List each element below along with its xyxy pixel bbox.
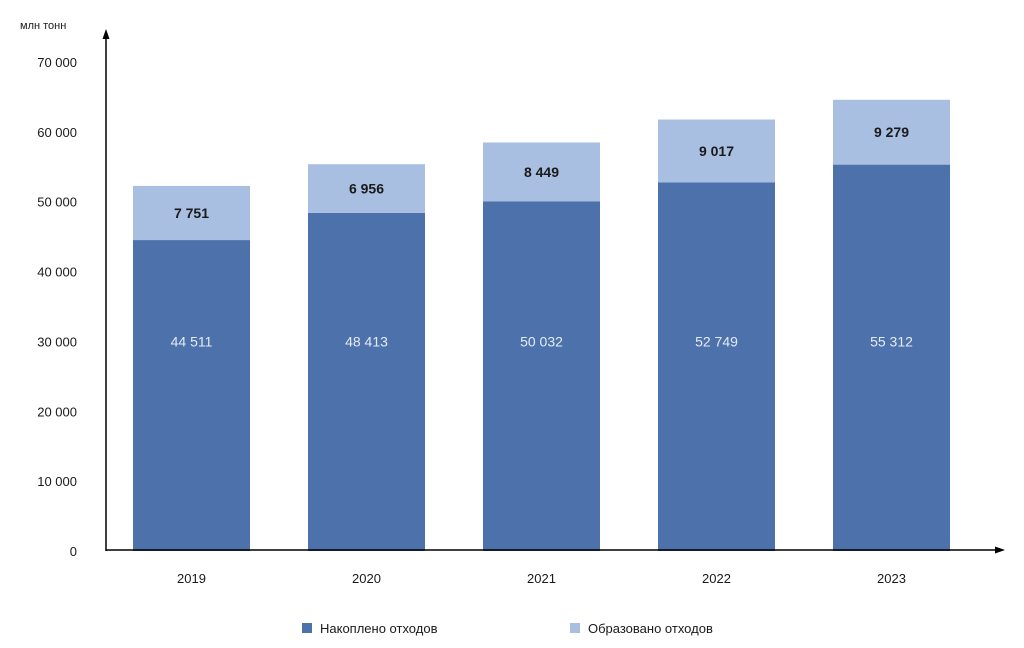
- legend: Накоплено отходов Образовано отходов: [302, 621, 713, 636]
- value-labels-layer: 44 511 7 751 48 413 6 956 50 032 8 449 52 749 9…: [171, 124, 914, 349]
- y-tick-label: 60 000: [37, 125, 77, 140]
- x-tick-label: 2019: [177, 571, 206, 586]
- legend-swatch-accumulated: [302, 623, 312, 633]
- value-label-accumulated: 55 312: [870, 333, 913, 349]
- value-label-generated: 8 449: [524, 164, 559, 180]
- value-label-generated: 7 751: [174, 205, 209, 221]
- x-tick-label: 2020: [352, 571, 381, 586]
- y-tick-label: 50 000: [37, 195, 77, 210]
- y-tick-label: 30 000: [37, 334, 77, 349]
- bar-generated: [658, 119, 775, 183]
- y-tick-label: 20 000: [37, 404, 77, 419]
- y-tick-label: 70 000: [37, 55, 77, 70]
- bars-layer: [133, 99, 950, 552]
- value-label-accumulated: 48 413: [345, 333, 388, 349]
- value-label-generated: 9 017: [699, 143, 734, 159]
- bar-generated: [483, 142, 600, 202]
- x-tick-label: 2022: [702, 571, 731, 586]
- x-axis-ticks: 2019 2020 2021 2022 2023: [177, 571, 906, 586]
- value-label-generated: 9 279: [874, 124, 909, 140]
- value-label-accumulated: 52 749: [695, 333, 738, 349]
- axes: млн тонн: [20, 20, 1005, 554]
- y-tick-label: 0: [70, 544, 77, 559]
- bar-generated: [133, 185, 250, 241]
- y-axis-ticks: 0 10 000 20 000 30 000 40 000 50 000 60 000 70 …: [37, 55, 77, 559]
- value-label-accumulated: 44 511: [171, 333, 213, 349]
- bar-accumulated: [483, 201, 600, 552]
- bar-accumulated: [308, 212, 425, 552]
- bar-generated: [308, 164, 425, 213]
- x-axis-arrow: [995, 546, 1005, 554]
- x-tick-label: 2021: [527, 571, 556, 586]
- y-tick-label: 10 000: [37, 474, 77, 489]
- legend-label-generated: Образовано отходов: [588, 621, 713, 636]
- y-unit-label: млн тонн: [20, 20, 66, 32]
- bar-accumulated: [833, 164, 950, 551]
- value-label-generated: 6 956: [349, 181, 384, 197]
- y-axis-arrow: [102, 29, 110, 39]
- x-tick-label: 2023: [877, 571, 906, 586]
- legend-swatch-generated: [570, 623, 580, 633]
- legend-label-accumulated: Накоплено отходов: [320, 621, 438, 636]
- bar-accumulated: [658, 182, 775, 551]
- value-label-accumulated: 50 032: [520, 333, 563, 349]
- bar-generated: [833, 99, 950, 165]
- y-tick-label: 40 000: [37, 265, 77, 280]
- bar-accumulated: [133, 240, 250, 551]
